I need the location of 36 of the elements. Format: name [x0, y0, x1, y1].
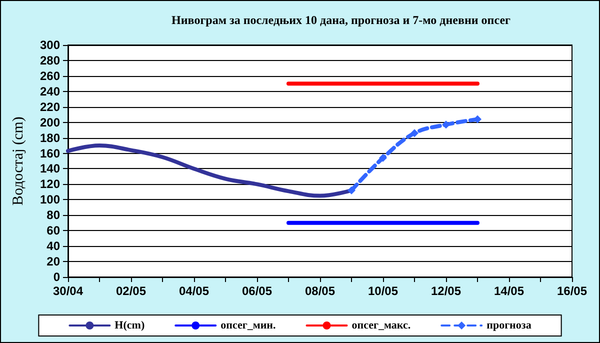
x-tick-label: 16/05 [556, 284, 588, 298]
x-tick-label: 04/05 [178, 284, 210, 298]
y-tick-label: 220 [40, 100, 60, 114]
point [474, 115, 482, 124]
x-tick-label: 06/05 [242, 284, 272, 298]
y-tick-label: 240 [40, 84, 60, 98]
y-tick-label: 100 [40, 192, 60, 207]
x-tick-label: 12/05 [430, 284, 462, 298]
y-tick-label: 40 [46, 239, 60, 254]
legend-label: опсег_мин. [220, 320, 276, 332]
y-tick-label: 200 [40, 115, 60, 130]
y-tick-label: 160 [40, 146, 60, 160]
y-axis-title: Водостај (cm) [10, 116, 26, 206]
y-tick-label: 60 [46, 224, 60, 238]
y-tick-label: 260 [40, 68, 60, 83]
y-tick-label: 180 [40, 130, 60, 145]
y-tick-label: 120 [40, 177, 60, 192]
point [442, 120, 450, 129]
point [379, 154, 387, 162]
chart-title: Нивограм за последњих 10 дана, прогноза и 7-мо дневни опсег [172, 13, 512, 27]
y-tick-label: 20 [46, 254, 60, 269]
y-tick-label: 300 [40, 38, 60, 52]
x-tick-label: 10/05 [368, 284, 398, 298]
legend-label: опсег_макс. [352, 320, 411, 332]
x-tick-label: 02/05 [116, 284, 146, 298]
x-tick-label: 30/04 [52, 284, 84, 298]
y-tick-label: 0 [53, 270, 60, 284]
y-tick-label: 280 [40, 53, 60, 68]
x-tick-label: 14/05 [494, 284, 524, 298]
point [348, 186, 356, 194]
legend-label: прогноза [486, 320, 532, 332]
x-tick-label: 08/05 [304, 284, 336, 298]
legend-label: H(cm) [114, 320, 145, 332]
y-tick-label: 140 [40, 162, 60, 176]
y-tick-label: 80 [46, 208, 60, 222]
point [410, 129, 418, 138]
